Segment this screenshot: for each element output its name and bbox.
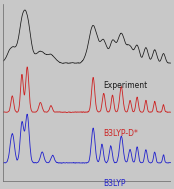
Text: B3LYP-D*: B3LYP-D* [104, 129, 139, 138]
Text: Experiment: Experiment [104, 81, 148, 90]
Text: B3LYP: B3LYP [104, 179, 126, 188]
